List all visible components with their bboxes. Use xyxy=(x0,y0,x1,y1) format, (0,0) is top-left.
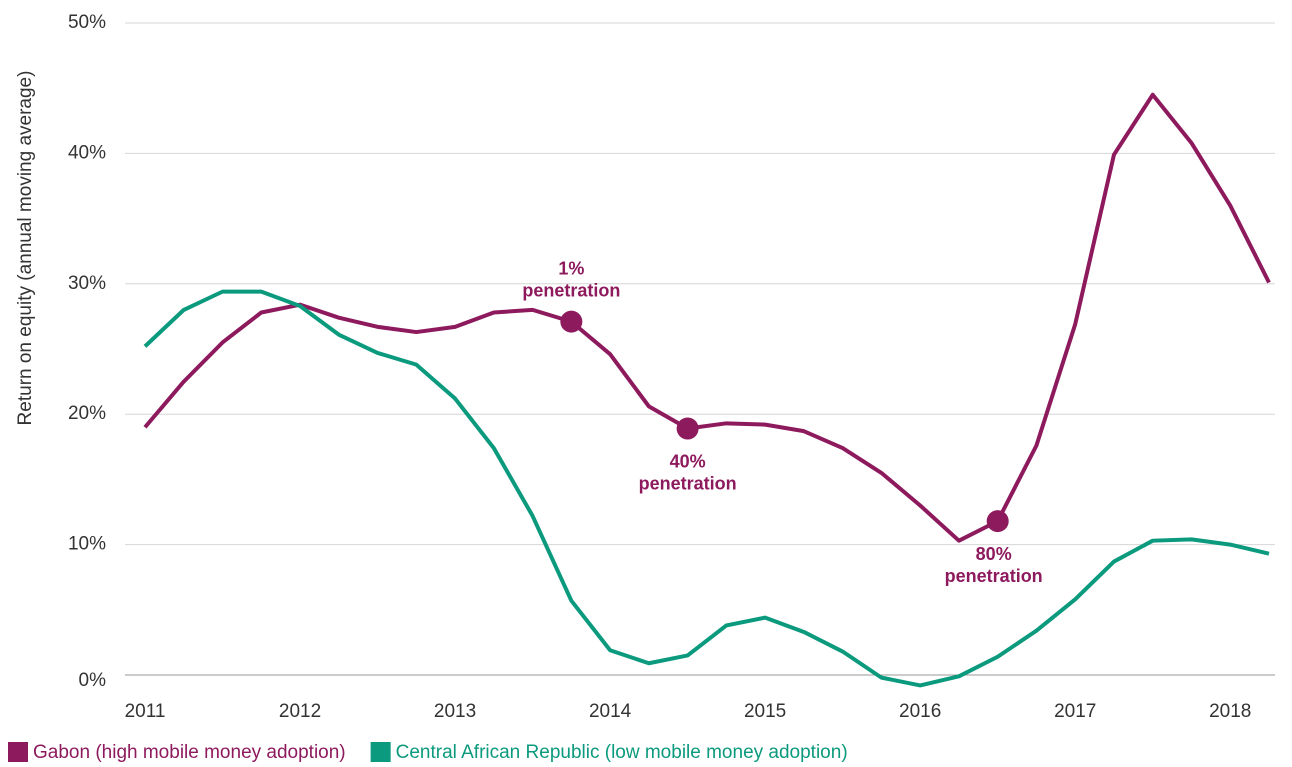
series-line xyxy=(143,289,1270,688)
x-tick-label: 2012 xyxy=(279,701,321,722)
y-tick-label: 0% xyxy=(79,670,107,691)
legend-swatch xyxy=(370,742,391,762)
x-tick-label: 2015 xyxy=(744,701,786,722)
annotation-text: penetration xyxy=(945,566,1043,586)
annotation-marker xyxy=(676,417,699,440)
legend-label: Gabon (high mobile money adoption) xyxy=(33,742,346,763)
annotation-text: penetration xyxy=(522,280,620,300)
series-line xyxy=(143,92,1271,543)
x-tick-label: 2011 xyxy=(125,701,166,722)
annotation-text: 80% xyxy=(976,544,1012,564)
x-tick-label: 2018 xyxy=(1209,701,1251,722)
y-tick-label: 40% xyxy=(68,142,106,163)
annotation-marker xyxy=(560,310,583,333)
y-tick-label: 50% xyxy=(68,12,106,33)
y-tick-label: 30% xyxy=(68,273,106,294)
legend-label: Central African Republic (low mobile mon… xyxy=(396,742,848,763)
x-tick-label: 2016 xyxy=(899,701,941,722)
annotation-marker xyxy=(986,510,1009,533)
y-axis-label: Return on equity (annual moving average) xyxy=(15,71,36,426)
x-tick-label: 2017 xyxy=(1054,701,1096,722)
annotation-text: 1% xyxy=(558,258,584,278)
legend-swatch xyxy=(8,742,28,762)
y-tick-label: 10% xyxy=(68,534,106,555)
annotation-text: penetration xyxy=(639,473,737,493)
x-tick-label: 2013 xyxy=(434,701,476,722)
x-tick-label: 2014 xyxy=(589,701,632,722)
annotation-text: 40% xyxy=(670,451,706,471)
y-tick-label: 20% xyxy=(68,403,106,424)
